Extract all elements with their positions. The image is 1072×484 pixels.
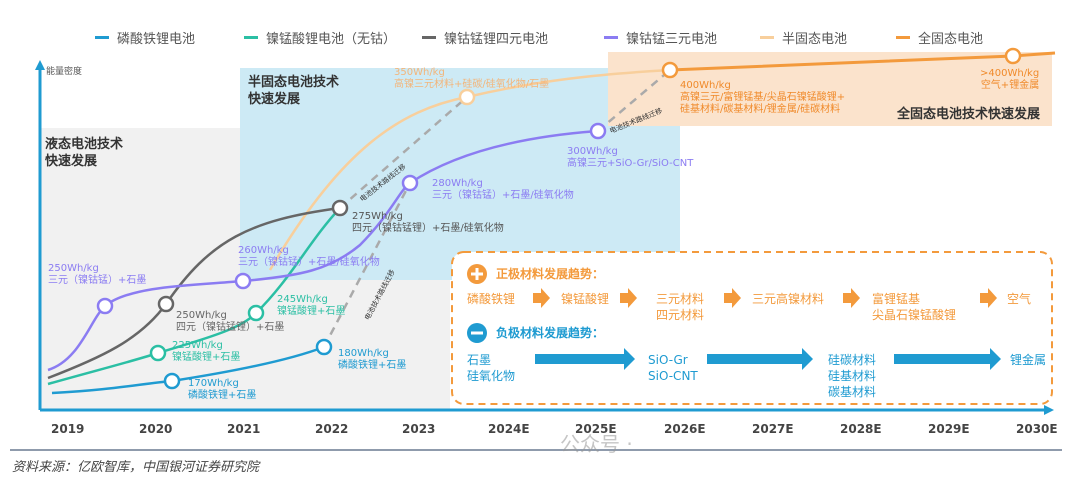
arrow-icon	[620, 288, 637, 308]
node-label: 250Wh/kg 三元（镍钴锰）+石墨	[48, 263, 147, 286]
cathode-step: 磷酸铁锂	[467, 292, 516, 306]
arrow-icon	[843, 288, 860, 308]
node-label: 400Wh/kg 高镍三元/富锂锰基/尖晶石镍锰酸锂+ 硅基材料/碳基材料/锂金属…	[680, 80, 846, 115]
node-label: 250Wh/kg 四元（镍钴锰锂）+石墨	[176, 310, 285, 333]
legend-label: 镍钴锰锂四元电池	[444, 32, 549, 47]
x-axis-arrow	[1044, 405, 1054, 415]
legend-label: 磷酸铁锂电池	[117, 32, 196, 47]
legend-item: 半固态电池	[760, 28, 847, 47]
anode-step: 石墨 硅氧化物	[467, 353, 516, 383]
cathode-step: 三元高镍材料	[752, 292, 825, 306]
cathode-title: 正极材料发展趋势：	[496, 267, 605, 281]
node-lfp-2022	[315, 338, 333, 356]
x-tick: 2027E	[752, 422, 794, 436]
anode-step: 硅碳材料 硅基材料 碳基材料	[828, 353, 877, 399]
node-label: >400Wh/kg 空气+锂金属	[980, 68, 1040, 91]
x-tick: 2024E	[488, 422, 530, 436]
node-label: 170Wh/kg 磷酸铁锂+石墨	[188, 378, 257, 401]
y-axis-label: 能量密度	[46, 67, 83, 77]
anode-step: 锂金属	[1010, 353, 1047, 367]
legend-item: 镍钴锰锂四元电池	[422, 28, 548, 47]
node-tern-2019	[96, 297, 114, 315]
anode-arrows	[535, 348, 1001, 370]
node-solid-2026	[661, 61, 679, 79]
node-lmn-2020	[149, 344, 167, 362]
cathode-step: 富锂锰基 尖晶石镍锰酸锂	[872, 292, 957, 322]
node-lfp-2020	[163, 372, 181, 390]
arrow-icon	[533, 288, 550, 308]
arrow-icon	[724, 288, 741, 308]
node-quat-2020	[157, 295, 175, 313]
arrow-icon	[535, 348, 635, 370]
semi-region-title: 半固态电池技术 快速发展	[248, 75, 340, 107]
migration-line	[339, 96, 468, 209]
series-lmn	[47, 207, 341, 386]
cathode-arrows	[533, 288, 997, 308]
node-label: 350Wh/kg 高镍三元材料+硅碳/硅氧化物/石墨	[394, 67, 550, 90]
legend-item: 镍钴锰三元电池	[604, 28, 717, 47]
x-tick: 2019	[51, 422, 85, 436]
node-quat-2022	[331, 199, 349, 217]
materials-trend-box	[451, 251, 1053, 405]
migration-line	[597, 69, 671, 132]
node-tern-2021	[234, 272, 252, 290]
cathode-step: 空气	[1007, 292, 1032, 306]
legend-item: 磷酸铁锂电池	[95, 28, 195, 47]
x-tick: 2029E	[928, 422, 970, 436]
x-tick: 2026E	[664, 422, 706, 436]
arrow-icon	[980, 288, 997, 308]
migration-line	[322, 182, 412, 348]
x-tick: 2030E	[1016, 422, 1058, 436]
node-label: 245Wh/kg 镍锰酸锂+石墨	[277, 294, 346, 317]
watermark: 公众号 ·	[560, 432, 633, 456]
legend-item: 镍锰酸锂电池（无钴）	[244, 28, 396, 47]
legend-label: 镍锰酸锂电池（无钴）	[266, 32, 397, 47]
node-tern-2023	[401, 174, 419, 192]
node-label: 260Wh/kg 三元（镍钴锰）+石墨/硅氧化物	[238, 245, 380, 268]
source-note: 资料来源：亿欧智库，中国银河证券研究院	[12, 460, 260, 475]
arrow-icon	[894, 348, 1001, 370]
legend-label: 镍钴锰三元电池	[626, 32, 718, 47]
liquid-region-title: 液态电池技术 快速发展	[45, 137, 124, 169]
cathode-step: 三元材料 四元材料	[656, 292, 705, 322]
node-label: 280Wh/kg 三元（镍钴锰）+石墨/硅氧化物	[432, 178, 574, 201]
solid-region-title: 全固态电池技术快速发展	[897, 107, 1041, 122]
legend-item: 全固态电池	[896, 28, 983, 47]
plus-icon-glyph	[471, 268, 483, 280]
anode-title: 负极材料发展趋势：	[496, 326, 605, 340]
node-solid-2030	[1004, 47, 1022, 65]
node-label: 275Wh/kg 四元（镍钴锰锂）+石墨/硅氧化物	[352, 211, 504, 234]
arrow-icon	[707, 348, 813, 370]
x-tick: 2021	[227, 422, 261, 436]
x-tick: 2028E	[840, 422, 882, 436]
x-tick: 2025E	[575, 422, 617, 436]
node-label: 180Wh/kg 磷酸铁锂+石墨	[338, 348, 407, 371]
cathode-step: 镍锰酸锂	[561, 292, 610, 306]
x-tick: 2020	[139, 422, 173, 436]
node-label: 300Wh/kg 高镍三元+SiO-Gr/SiO-CNT	[567, 146, 694, 169]
legend-label: 半固态电池	[782, 32, 848, 47]
node-label: 225Wh/kg 镍锰酸锂+石墨	[172, 340, 241, 363]
node-lmn-2021	[247, 304, 265, 322]
node-semi	[458, 88, 476, 106]
legend-label: 全固态电池	[918, 32, 984, 47]
x-tick: 2022	[315, 422, 349, 436]
x-tick: 2023	[402, 422, 436, 436]
y-axis-arrow	[35, 60, 45, 70]
anode-step: SiO-Gr SiO-CNT	[648, 353, 698, 383]
node-tern-2025	[589, 122, 607, 140]
